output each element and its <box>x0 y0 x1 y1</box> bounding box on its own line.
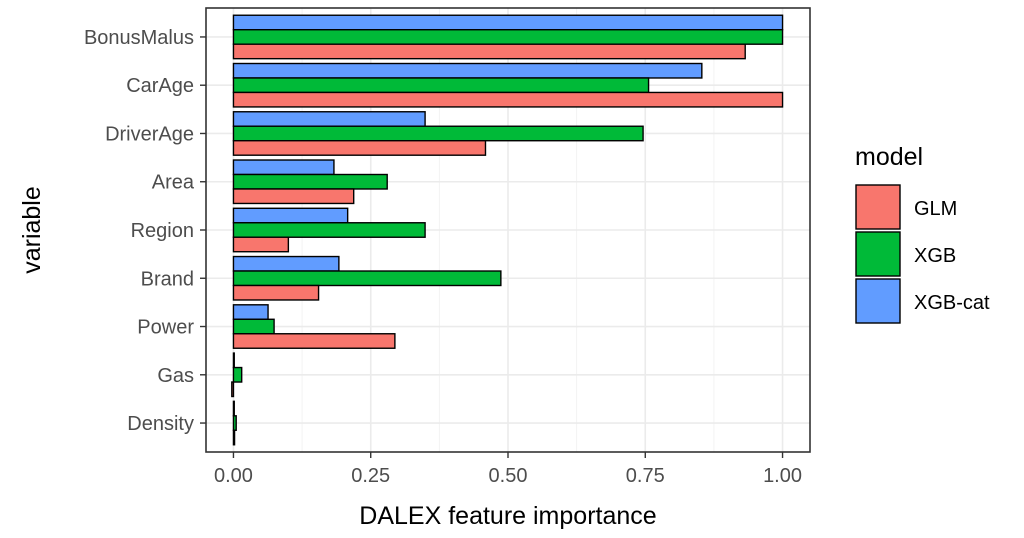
bar-xgb-cat-bonusmalus <box>232 14 784 31</box>
bar-xgb-power <box>232 318 275 335</box>
legend-key-glm <box>855 184 901 230</box>
x-axis-title: DALEX feature importance <box>359 502 656 530</box>
bar-glm-area <box>232 188 355 205</box>
y-tick-label: Density <box>127 413 194 435</box>
legend-label-xgb: XGB <box>914 245 956 267</box>
bar-xgb-cat-carage <box>232 62 703 79</box>
bars <box>231 14 784 446</box>
x-tick-label: 0.25 <box>351 465 390 487</box>
y-tick-label: Brand <box>141 268 194 290</box>
legend-key-xgb <box>855 231 901 277</box>
y-tick-label: CarAge <box>126 75 194 97</box>
bar-glm-bonusmalus <box>232 43 746 60</box>
bar-glm-power <box>232 333 396 349</box>
y-tick-label: DriverAge <box>105 123 194 145</box>
x-axis: 0.00 0.25 0.50 0.75 1.00 <box>214 452 802 487</box>
y-tick-label: Power <box>137 317 194 339</box>
bar-xgb-cat-power <box>232 304 269 320</box>
bar-xgb-density <box>232 415 237 431</box>
bar-xgb-cat-region <box>232 207 349 224</box>
bar-glm-region <box>232 236 290 253</box>
legend: model GLM XGB XGB-cat <box>855 143 990 324</box>
bar-xgb-carage <box>232 77 650 94</box>
x-tick-label: 0.75 <box>626 465 665 487</box>
legend-title: model <box>855 143 923 171</box>
y-tick-label: Gas <box>157 365 194 387</box>
bar-glm-density <box>232 429 236 446</box>
bar-glm-brand <box>232 284 320 301</box>
bar-glm-gas <box>231 381 235 398</box>
y-tick-label: Area <box>152 172 195 194</box>
bar-xgb-area <box>232 173 388 190</box>
y-axis-title: variable <box>18 186 46 274</box>
legend-label-glm: GLM <box>914 198 957 220</box>
bar-xgb-bonusmalus <box>232 29 784 45</box>
bar-xgb-cat-driverage <box>232 111 426 127</box>
y-tick-label: BonusMalus <box>84 27 194 49</box>
x-tick-label: 1.00 <box>763 465 802 487</box>
legend-label-xgb-cat: XGB-cat <box>914 292 990 314</box>
bar-xgb-cat-brand <box>232 255 340 272</box>
bar-glm-carage <box>232 91 784 108</box>
x-tick-label: 0.50 <box>489 465 528 487</box>
legend-key-xgb-cat <box>855 278 901 324</box>
bar-xgb-region <box>232 222 426 238</box>
bar-xgb-cat-density <box>232 400 235 417</box>
y-axis: BonusMalus CarAge DriverAge Area Region Brand… <box>84 27 206 435</box>
x-tick-label: 0.00 <box>214 465 253 487</box>
bar-glm-driverage <box>232 140 487 156</box>
bar-xgb-driverage <box>232 125 644 142</box>
bar-xgb-cat-area <box>232 159 335 176</box>
bar-xgb-brand <box>232 270 502 287</box>
bar-xgb-cat-gas <box>232 352 235 369</box>
bar-xgb-gas <box>232 366 243 383</box>
y-tick-label: Region <box>131 220 194 242</box>
